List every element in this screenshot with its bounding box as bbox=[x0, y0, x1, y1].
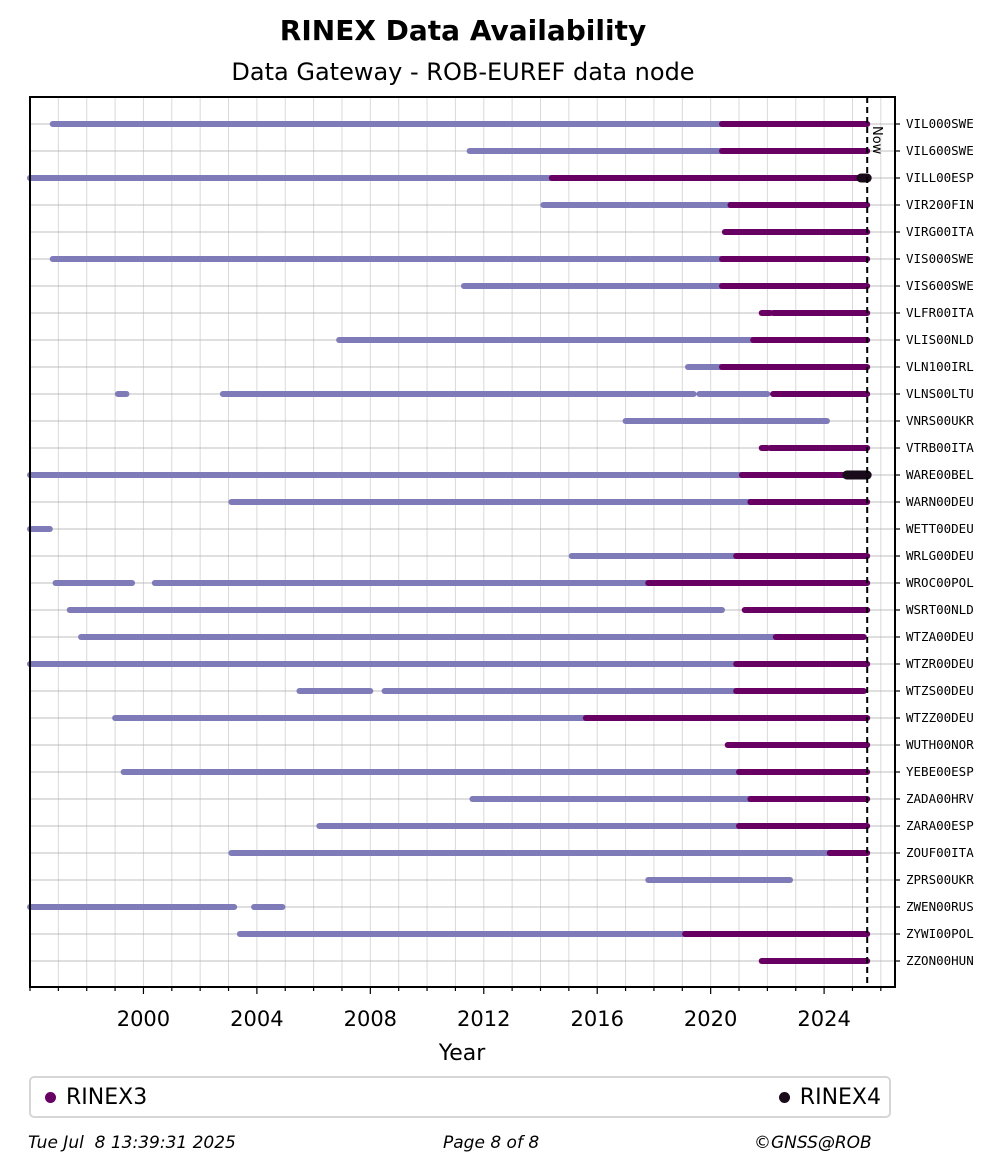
chart-title: RINEX Data Availability bbox=[279, 14, 647, 47]
now-marker: Now bbox=[866, 97, 884, 987]
x-axis-label: Year bbox=[438, 1041, 487, 1066]
legend-label-rinex4: RINEX4 bbox=[799, 1084, 881, 1110]
legend-item-rinex3: RINEX3 bbox=[45, 1078, 147, 1116]
station-label: VILL00ESP bbox=[906, 170, 974, 185]
station-label: YEBE00ESP bbox=[906, 764, 974, 779]
x-tick-label: 2004 bbox=[230, 1007, 283, 1031]
x-tick-label: 2000 bbox=[117, 1007, 170, 1031]
station-label: ZADA00HRV bbox=[906, 791, 974, 806]
legend: RINEX3 RINEX4 bbox=[29, 1076, 891, 1118]
rinex3-marker-icon bbox=[45, 1091, 56, 1103]
station-label: WTZR00DEU bbox=[906, 656, 974, 671]
station-label: WROC00POL bbox=[906, 575, 974, 590]
station-label: VIS600SWE bbox=[906, 278, 974, 293]
station-label: VLNS00LTU bbox=[906, 386, 974, 401]
rinex4-marker-icon bbox=[778, 1091, 790, 1103]
x-tick-label: 2008 bbox=[344, 1007, 397, 1031]
station-label: VIRG00ITA bbox=[906, 224, 974, 239]
timeline-chart: Now 2000 2004 2008 2012 2016 2020 2024 VIL000S… bbox=[27, 96, 974, 1066]
station-label: VIL000SWE bbox=[906, 116, 974, 131]
availability-bars bbox=[27, 121, 872, 964]
footer-timestamp: Tue Jul 8 13:39:31 2025 bbox=[28, 1133, 236, 1153]
x-tick-label: 2016 bbox=[570, 1007, 623, 1031]
station-label: VLN100IRL bbox=[906, 359, 974, 374]
station-label: ZARA00ESP bbox=[906, 818, 974, 833]
station-label: VIL600SWE bbox=[906, 143, 974, 158]
x-tick-label: 2024 bbox=[797, 1007, 850, 1031]
x-tick-label: 2020 bbox=[684, 1007, 737, 1031]
station-label: WTZS00DEU bbox=[906, 683, 974, 698]
station-label: WSRT00NLD bbox=[906, 602, 974, 617]
station-label: WTZZ00DEU bbox=[906, 710, 974, 725]
station-label: WTZA00DEU bbox=[906, 629, 974, 644]
station-label: VLIS00NLD bbox=[906, 332, 974, 347]
plot-frame bbox=[29, 96, 896, 988]
station-label: ZYWI00POL bbox=[906, 926, 974, 941]
station-labels: VIL000SWE VIL600SWE VILL00ESP VIR200FIN VIRG… bbox=[906, 116, 974, 968]
station-label: WETT00DEU bbox=[906, 521, 974, 536]
x-axis-ticks: 2000 2004 2008 2012 2016 2020 2024 bbox=[29, 123, 900, 1031]
station-label: ZZON00HUN bbox=[906, 953, 974, 968]
station-label: WARE00BEL bbox=[906, 467, 974, 482]
footer-page: Page 8 of 8 bbox=[443, 1133, 540, 1153]
legend-label-rinex3: RINEX3 bbox=[66, 1084, 148, 1110]
station-label: VTRB00ITA bbox=[906, 440, 974, 455]
now-label: Now bbox=[869, 126, 884, 155]
legend-item-rinex4: RINEX4 bbox=[778, 1078, 881, 1116]
station-label: ZOUF00ITA bbox=[906, 845, 974, 860]
footer-copyright: ©GNSS@ROB bbox=[754, 1133, 872, 1153]
station-label: WRLG00DEU bbox=[906, 548, 974, 563]
station-label: VIR200FIN bbox=[906, 197, 974, 212]
station-label: VLFR00ITA bbox=[906, 305, 974, 320]
station-label: VNRS00UKR bbox=[906, 413, 974, 428]
station-label: ZWEN00RUS bbox=[906, 899, 974, 914]
chart-subtitle: Data Gateway - ROB-EUREF data node bbox=[231, 58, 695, 86]
station-label: VIS000SWE bbox=[906, 251, 974, 266]
station-label: WARN00DEU bbox=[906, 494, 974, 509]
station-label: ZPRS00UKR bbox=[906, 872, 974, 887]
x-tick-label: 2012 bbox=[457, 1007, 510, 1031]
station-label: WUTH00NOR bbox=[906, 737, 974, 752]
